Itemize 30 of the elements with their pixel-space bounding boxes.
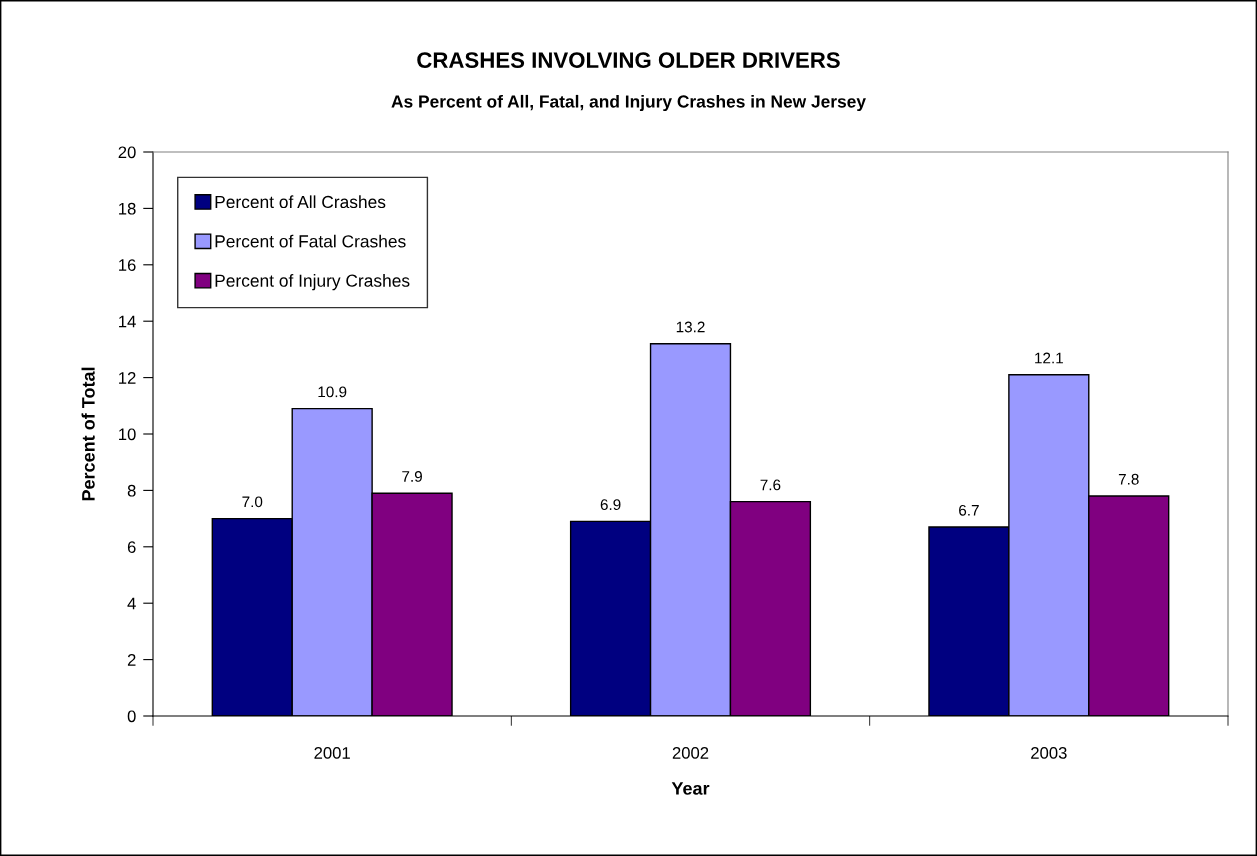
data-label: 12.1 xyxy=(1035,352,1063,364)
legend-label: Percent of Injury Crashes xyxy=(215,274,410,291)
legend-label: Percent of Fatal Crashes xyxy=(215,234,406,248)
y-tick-label: 14 xyxy=(119,315,136,328)
y-tick-label: 16 xyxy=(119,259,136,271)
y-tick-label: 0 xyxy=(127,710,136,723)
data-label: 7.0 xyxy=(242,496,263,508)
data-label: 7.9 xyxy=(402,471,422,482)
data-label: 13.2 xyxy=(676,321,705,333)
chart-subtitle: As Percent of All, Fatal, and Injury Crashes in New Jersey xyxy=(391,94,866,112)
data-label: 6.7 xyxy=(959,504,979,516)
y-tick-label: 2 xyxy=(127,654,136,666)
y-axis-title: Percent of Total xyxy=(81,367,95,501)
y-tick-label: 4 xyxy=(127,597,136,610)
legend-label: Percent of All Crashes xyxy=(215,195,386,209)
y-tick-label: 6 xyxy=(127,541,136,553)
x-tick-label: 2002 xyxy=(672,747,709,759)
x-tick-label: 2001 xyxy=(314,747,350,759)
x-tick-label: 2003 xyxy=(1031,747,1067,759)
y-tick-label: 20 xyxy=(118,146,136,159)
data-label: 7.8 xyxy=(1118,473,1139,485)
data-label: 10.9 xyxy=(318,386,347,398)
chart-title: CRASHES INVOLVING OLDER DRIVERS xyxy=(417,52,840,68)
y-tick-label: 12 xyxy=(119,372,136,384)
y-tick-label: 10 xyxy=(119,428,136,441)
y-tick-label: 18 xyxy=(119,202,136,215)
data-label: 6.9 xyxy=(600,499,621,511)
data-label: 7.6 xyxy=(760,479,781,491)
x-axis-title: Year xyxy=(671,782,710,795)
y-tick-label: 8 xyxy=(127,484,136,497)
